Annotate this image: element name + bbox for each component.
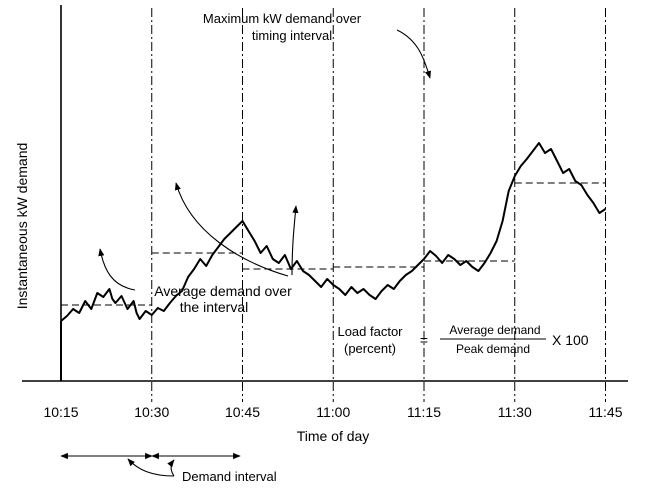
x-tick-label-3: 11:00 <box>316 404 350 420</box>
load-factor-label-line2: (percent) <box>344 341 396 356</box>
average-arrow-1 <box>98 248 136 291</box>
x-tick-label-1: 10:30 <box>134 404 169 420</box>
x-tick-label-5: 11:30 <box>498 404 532 420</box>
average-arrow-2 <box>174 182 289 277</box>
max-demand-label-line2: timing interval <box>252 28 332 43</box>
average-demand-lines <box>61 182 606 306</box>
load-factor-numerator: Average demand <box>449 323 540 337</box>
load-factor-multiplier: X 100 <box>552 332 589 348</box>
axes <box>22 5 628 382</box>
series-line-1 <box>60 142 607 322</box>
average-demand-annotation: Average demand over the interval <box>98 182 299 315</box>
x-tick-label-4: 11:15 <box>407 404 441 420</box>
demand-series <box>60 142 607 381</box>
max-demand-annotation: Maximum kW demand over timing interval <box>203 11 431 79</box>
interval-pointer-2 <box>167 459 175 477</box>
max-demand-arrow <box>396 29 431 79</box>
demand-interval-label: Demand interval <box>182 469 277 484</box>
average-label-line1: Average demand over <box>154 283 292 299</box>
load-factor-formula: Load factor (percent) = Average demand P… <box>337 323 588 356</box>
x-tick-label-0: 10:15 <box>43 404 78 420</box>
x-tick-label-6: 11:45 <box>589 404 623 420</box>
load-factor-equals: = <box>420 332 428 348</box>
y-axis-label: Instantaneous kW demand <box>14 143 30 310</box>
x-tick-labels: 10:15 10:30 10:45 11:00 11:15 11:30 11:45 <box>43 404 622 420</box>
load-factor-denominator: Peak demand <box>456 342 530 356</box>
x-axis-label: Time of day <box>297 428 370 444</box>
max-demand-label-line1: Maximum kW demand over <box>203 11 362 26</box>
interval-pointer-1 <box>127 458 175 477</box>
interval-boundaries <box>151 8 606 402</box>
average-arrow-3 <box>291 205 299 276</box>
load-factor-label-line1: Load factor <box>337 324 403 339</box>
x-tick-label-2: 10:45 <box>225 404 260 420</box>
demand-interval-annotation: Demand interval <box>60 452 277 484</box>
average-label-line2: the interval <box>180 299 248 315</box>
